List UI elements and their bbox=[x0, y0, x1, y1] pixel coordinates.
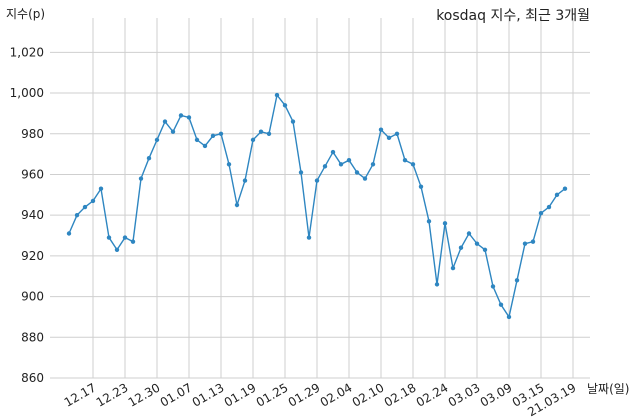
data-point bbox=[90, 198, 96, 204]
data-point bbox=[426, 219, 432, 224]
data-point bbox=[226, 162, 232, 167]
y-tick-label: 960 bbox=[21, 167, 44, 181]
data-point bbox=[338, 162, 344, 167]
data-point bbox=[298, 170, 304, 175]
data-point bbox=[282, 103, 288, 108]
data-point bbox=[290, 119, 296, 124]
y-tick-label: 920 bbox=[21, 249, 44, 263]
data-point bbox=[474, 241, 480, 246]
data-point bbox=[370, 162, 376, 167]
data-point bbox=[114, 247, 120, 252]
data-point bbox=[138, 176, 144, 181]
chart-title: kosdaq 지수, 최근 3개월 bbox=[436, 8, 590, 24]
data-point bbox=[210, 133, 216, 138]
x-grid bbox=[92, 18, 574, 378]
data-point bbox=[330, 149, 336, 155]
data-point bbox=[322, 164, 328, 169]
x-tick-label: 01.25 bbox=[254, 380, 291, 409]
data-point bbox=[74, 212, 80, 218]
y-tick-label: 860 bbox=[21, 371, 44, 385]
y-tick-label: 900 bbox=[21, 290, 44, 304]
data-point bbox=[274, 92, 280, 98]
data-point bbox=[178, 113, 184, 118]
data-point bbox=[386, 135, 392, 141]
data-point bbox=[106, 235, 112, 240]
x-tick-label: 01.19 bbox=[222, 380, 259, 409]
data-point bbox=[522, 241, 528, 246]
data-point bbox=[498, 302, 504, 307]
x-axis-label: 날짜(일) bbox=[587, 382, 630, 396]
data-point bbox=[514, 278, 520, 283]
data-point bbox=[442, 221, 448, 226]
x-tick-label: 03.09 bbox=[478, 380, 515, 409]
data-point bbox=[346, 158, 352, 163]
data-point bbox=[434, 282, 440, 287]
data-point bbox=[154, 137, 160, 143]
x-tick-label: 03.03 bbox=[446, 380, 483, 409]
data-point bbox=[378, 127, 384, 132]
data-point bbox=[130, 239, 136, 244]
data-point bbox=[482, 247, 488, 252]
data-point bbox=[306, 235, 312, 240]
x-tick-label: 01.29 bbox=[286, 380, 323, 409]
x-tick-label: 01.13 bbox=[190, 380, 227, 409]
data-point bbox=[506, 314, 512, 320]
data-point bbox=[146, 155, 152, 161]
data-point bbox=[234, 202, 240, 208]
data-points bbox=[66, 92, 568, 320]
data-point bbox=[170, 129, 176, 134]
x-tick-label: 02.04 bbox=[318, 380, 355, 409]
data-point bbox=[202, 143, 208, 149]
data-point bbox=[250, 137, 256, 143]
y-tick-label: 980 bbox=[21, 127, 44, 141]
y-tick-label: 1,020 bbox=[10, 45, 44, 59]
data-point bbox=[218, 131, 224, 136]
x-tick-label: 12.30 bbox=[126, 380, 163, 409]
data-point bbox=[242, 178, 248, 183]
data-point bbox=[450, 265, 456, 271]
x-tick-label: 12.17 bbox=[62, 380, 99, 409]
data-point bbox=[546, 204, 552, 210]
data-point bbox=[538, 210, 544, 216]
data-point bbox=[186, 115, 192, 120]
data-point bbox=[266, 131, 272, 136]
x-tick-label: 12.23 bbox=[94, 380, 131, 409]
data-point bbox=[354, 170, 360, 175]
x-tick-label: 01.07 bbox=[158, 380, 195, 409]
data-point bbox=[122, 235, 128, 240]
data-point bbox=[554, 192, 560, 198]
data-point bbox=[530, 239, 536, 244]
data-point bbox=[314, 178, 320, 183]
data-point bbox=[394, 131, 400, 136]
y-axis-label: 지수(p) bbox=[6, 7, 46, 21]
data-point bbox=[258, 129, 264, 134]
data-point bbox=[410, 162, 416, 167]
data-point bbox=[98, 186, 104, 191]
y-tick-label: 1,000 bbox=[10, 86, 44, 100]
x-tick-label: 02.18 bbox=[382, 380, 419, 409]
data-point bbox=[458, 245, 464, 250]
data-point bbox=[466, 231, 472, 236]
data-point bbox=[490, 284, 496, 289]
data-point bbox=[194, 137, 200, 143]
data-point bbox=[82, 204, 88, 210]
data-point bbox=[402, 158, 408, 163]
y-tick-label: 940 bbox=[21, 208, 44, 222]
y-tick-labels: 860 880 900 920 940 960 980 1,000 1,020 bbox=[10, 45, 44, 385]
x-tick-label: 02.24 bbox=[414, 380, 451, 409]
x-tick-labels: 12.1712.2312.3001.0701.1301.1901.2501.29… bbox=[62, 380, 579, 418]
data-point bbox=[362, 176, 368, 181]
data-point bbox=[562, 186, 568, 191]
data-point bbox=[162, 119, 168, 124]
data-point bbox=[418, 184, 424, 189]
x-tick-label: 02.10 bbox=[350, 380, 387, 409]
data-point bbox=[66, 231, 72, 236]
y-tick-label: 880 bbox=[21, 330, 44, 344]
